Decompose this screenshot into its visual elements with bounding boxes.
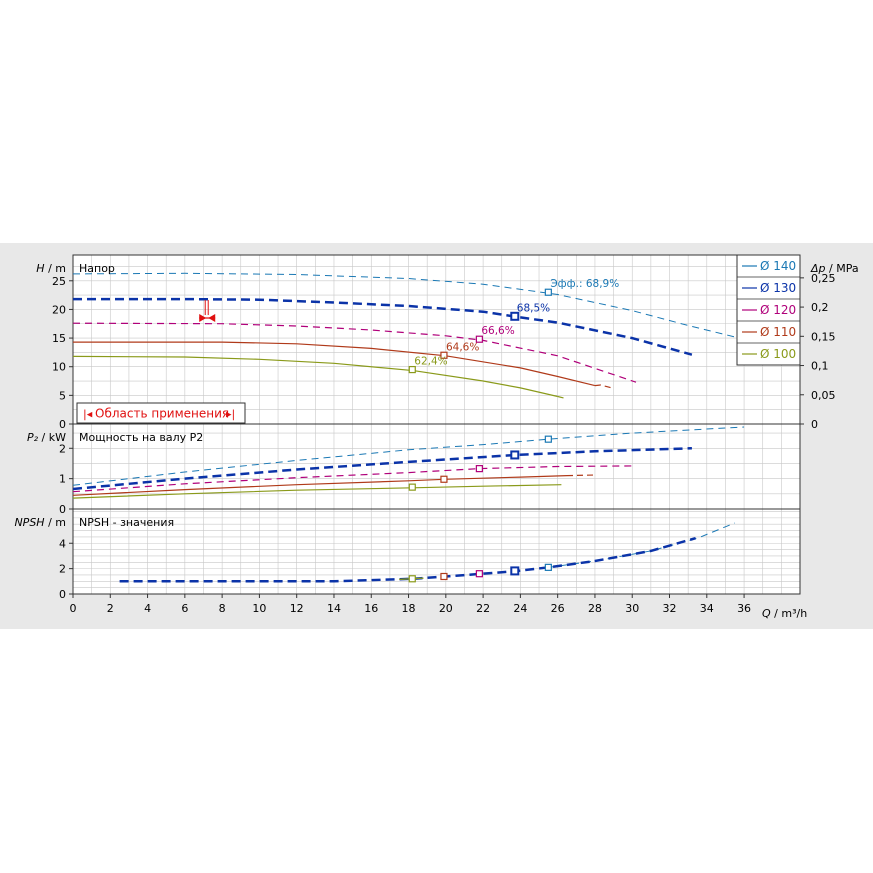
power-bep-marker	[544, 435, 552, 443]
pressure-axis-label: Δp / MPa	[810, 262, 859, 275]
head-bep-marker	[440, 351, 448, 359]
x-tick-label: 8	[219, 602, 226, 615]
efficiency-label: Эфф.: 68,9%	[550, 278, 619, 290]
power-y-tick-label: 1	[59, 473, 66, 486]
x-tick-label: 22	[476, 602, 490, 615]
npsh-bep-marker	[440, 572, 448, 581]
power-plot-area	[73, 424, 800, 509]
pressure-tick-label: 0	[811, 418, 818, 431]
head-panel-title: Напор	[79, 262, 115, 275]
power-y-tick-label: 2	[59, 442, 66, 455]
head-bep-marker	[510, 311, 520, 321]
power-curve-4	[73, 484, 562, 499]
head-y-tick-label: 15	[52, 332, 66, 345]
power-bep-marker	[440, 475, 448, 483]
head-curve-extension	[557, 395, 568, 400]
x-tick-label: 34	[700, 602, 714, 615]
power-bep-marker	[408, 483, 416, 491]
head-y-tick-label: 20	[52, 303, 66, 316]
npsh-y-tick-label: 4	[59, 537, 66, 550]
power-curve-1	[73, 447, 692, 491]
application-range-box: |◂ Область применения ▸|	[76, 402, 246, 424]
pressure-tick-label: 0,05	[811, 389, 836, 402]
pressure-tick-label: 0,2	[811, 301, 829, 314]
application-range-label: Область применения	[95, 407, 229, 421]
legend-label: Ø 120	[760, 303, 796, 317]
head-axis-label: H / m	[36, 262, 66, 275]
power-axis-label: P₂ / kW	[27, 431, 66, 444]
npsh-axis-label: NPSH / m	[14, 516, 66, 529]
x-tick-label: 4	[144, 602, 151, 615]
x-tick-label: 0	[70, 602, 77, 615]
legend-label: Ø 130	[760, 281, 796, 295]
power-curve-extension	[566, 474, 597, 477]
head-bep-marker	[475, 335, 483, 343]
head-y-tick-label: 5	[59, 389, 66, 402]
flow-axis-label: Q / m³/h	[762, 607, 807, 620]
power-y-tick-label: 0	[59, 503, 66, 516]
head-bep-marker	[544, 288, 552, 296]
head-curve-extension	[594, 384, 612, 389]
head-plot-area	[73, 255, 800, 424]
legend: Ø 140 Ø 130 Ø 120 Ø 110 Ø 100	[736, 254, 801, 366]
pressure-tick-label: 0,25	[811, 272, 836, 285]
power-curve-0	[73, 426, 745, 486]
head-y-tick-label: 0	[59, 418, 66, 431]
head-curve-4	[73, 355, 558, 398]
head-curve-3	[73, 341, 596, 387]
power-panel-title: Мощность на валу P2	[79, 431, 203, 444]
npsh-y-tick-label: 0	[59, 588, 66, 601]
efficiency-label: 68,5%	[517, 302, 550, 314]
head-bep-marker	[408, 365, 416, 374]
pressure-tick-label: 0,1	[811, 360, 829, 373]
npsh-panel-title: NPSH - значения	[79, 516, 174, 529]
min-flow-arrow-right	[199, 314, 207, 323]
head-curve-0	[73, 272, 745, 340]
pressure-tick-label: 0,15	[811, 330, 836, 343]
x-tick-label: 28	[588, 602, 602, 615]
x-tick-label: 12	[290, 602, 304, 615]
x-tick-label: 20	[439, 602, 453, 615]
x-tick-label: 30	[625, 602, 639, 615]
x-tick-label: 26	[551, 602, 565, 615]
power-bep-marker	[475, 465, 483, 473]
head-curve-1	[73, 297, 693, 356]
head-y-tick-label: 10	[52, 361, 66, 374]
application-range-right-arrow: ▸|	[226, 408, 235, 421]
legend-label: Ø 110	[760, 325, 796, 339]
efficiency-label: 66,6%	[481, 325, 514, 337]
npsh-y-tick-label: 2	[59, 563, 66, 576]
head-curve-2	[73, 322, 637, 383]
x-tick-label: 32	[663, 602, 677, 615]
npsh-plot-area	[73, 509, 800, 594]
x-tick-label: 10	[252, 602, 266, 615]
npsh-curve-1	[119, 536, 696, 583]
application-range-left-arrow: |◂	[83, 408, 93, 421]
efficiency-label: 62,4%	[414, 356, 447, 368]
x-tick-label: 24	[513, 602, 527, 615]
npsh-bep-marker	[408, 575, 416, 583]
power-curve-2	[73, 465, 637, 493]
power-bep-marker	[510, 450, 520, 460]
x-tick-label: 18	[402, 602, 416, 615]
min-flow-marker	[199, 300, 216, 323]
x-tick-label: 14	[327, 602, 341, 615]
legend-label: Ø 100	[760, 347, 796, 361]
npsh-bep-marker	[544, 563, 552, 571]
legend-label: Ø 140	[760, 259, 796, 273]
x-tick-label: 16	[364, 602, 378, 615]
x-tick-label: 6	[181, 602, 188, 615]
power-curve-3	[73, 475, 568, 496]
chart-svg: 0 2 4 6 8 10 12 14 16 18 20 22 24 26 28 30 32 34 360510152…	[14, 254, 859, 620]
npsh-bep-marker	[475, 570, 483, 578]
head-y-tick-label: 25	[52, 275, 66, 288]
min-flow-arrow-left	[208, 314, 216, 323]
efficiency-label: 64,6%	[446, 341, 479, 353]
npsh-bep-marker	[510, 566, 520, 576]
x-tick-label: 36	[737, 602, 751, 615]
x-tick-label: 2	[107, 602, 114, 615]
pump-curve-chart: 0 2 4 6 8 10 12 14 16 18 20 22 24 26 28 30 32 34 36 0 5 10 15 2…	[0, 243, 873, 629]
